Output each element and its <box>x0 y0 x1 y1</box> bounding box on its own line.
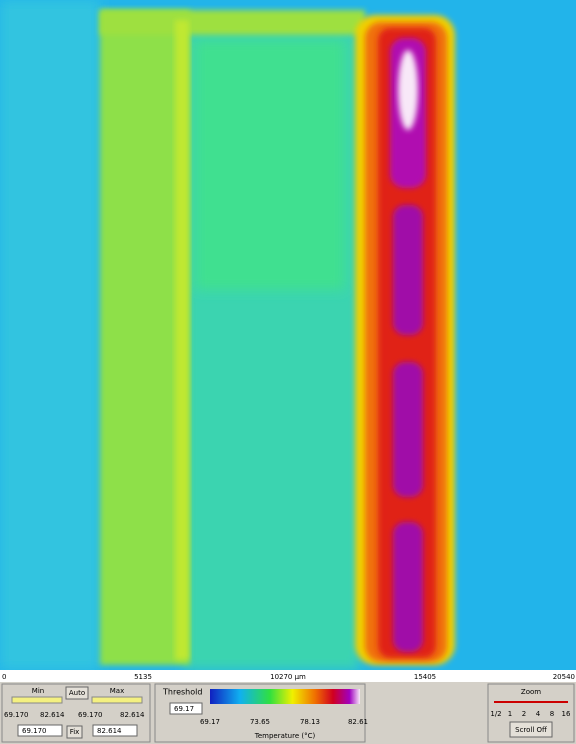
ruler-label: 5135 <box>134 673 152 681</box>
slider-value: 69.170 <box>78 711 103 719</box>
slider-value: 82.614 <box>120 711 145 719</box>
scroll-button-label[interactable]: Scroll Off <box>515 726 547 734</box>
zoom-level[interactable]: 2 <box>522 710 526 718</box>
slider-value: 82.614 <box>40 711 65 719</box>
zoom-level[interactable]: 1 <box>508 710 512 718</box>
ruler-label: 20540 <box>553 673 575 681</box>
threshold-title: Threshold <box>162 688 202 697</box>
slider-value: 69.170 <box>4 711 29 719</box>
min-input-value[interactable]: 69.170 <box>22 727 47 735</box>
zoom-title: Zoom <box>521 688 541 696</box>
auto-button[interactable] <box>65 686 89 700</box>
threshold-panel: Threshold 69.17 69.17 73.65 78.13 82.61 … <box>154 683 368 743</box>
zoom-level[interactable]: 4 <box>536 710 541 718</box>
scale-label: 82.61 <box>348 718 368 726</box>
thermal-image <box>0 0 576 670</box>
zoom-level[interactable]: 1/2 <box>490 710 501 718</box>
max-input[interactable] <box>92 724 138 737</box>
scroll-button[interactable] <box>509 721 553 738</box>
zoom-level[interactable]: 8 <box>550 710 554 718</box>
ruler-label: 15405 <box>414 673 436 681</box>
min-slider[interactable] <box>11 696 63 704</box>
threshold-input-value[interactable]: 69.17 <box>174 705 194 713</box>
ruler-label: 10270 µm <box>270 673 306 681</box>
scale-label: 78.13 <box>300 718 320 726</box>
scale-label: 69.17 <box>200 718 220 726</box>
max-slider[interactable] <box>91 696 143 704</box>
fix-button[interactable] <box>66 725 83 739</box>
ruler-label: 0 <box>2 673 6 681</box>
max-input-value[interactable]: 82.614 <box>97 727 122 735</box>
auto-button-label[interactable]: Auto <box>69 689 85 697</box>
max-label: Max <box>110 687 124 695</box>
zoom-level[interactable]: 16 <box>562 710 571 718</box>
fix-button-label[interactable]: Fix <box>70 728 80 736</box>
range-panel: Min Auto Max 69.170 82.614 69.170 82.614… <box>1 683 151 743</box>
min-input[interactable] <box>17 724 63 737</box>
ruler: 0 5135 10270 µm 15405 20540 <box>0 670 576 682</box>
min-label: Min <box>32 687 44 695</box>
scale-axis-label: Temperature (°C) <box>254 732 316 740</box>
threshold-input[interactable] <box>169 702 203 715</box>
scale-label: 73.65 <box>250 718 270 726</box>
color-scale <box>210 689 360 704</box>
zoom-panel: Zoom 1/2 1 2 4 8 16 Scroll Off <box>487 683 575 743</box>
